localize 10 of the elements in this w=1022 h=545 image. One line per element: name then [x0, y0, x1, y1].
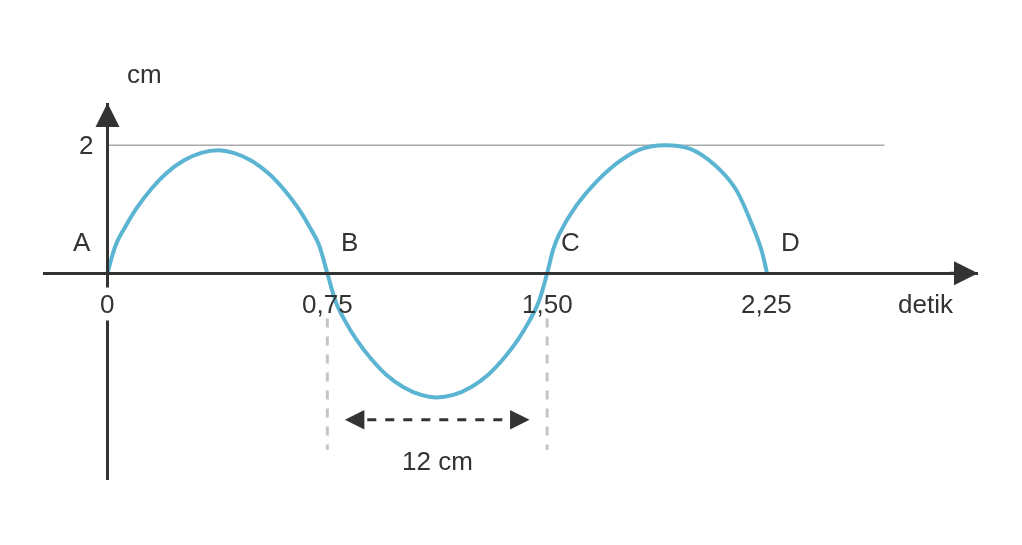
y-axis-title: cm [127, 59, 162, 89]
annotation: C [561, 227, 580, 257]
annotation: D [781, 227, 800, 257]
text: 12 cm [402, 446, 473, 476]
annotation: B [341, 227, 359, 257]
x-tick-label: 2,25 [741, 289, 792, 319]
x-tick-label: 0 [100, 289, 115, 319]
x-axis-title: detik [898, 289, 954, 319]
annotation: 2 [79, 130, 94, 160]
annotation: A [73, 227, 91, 257]
